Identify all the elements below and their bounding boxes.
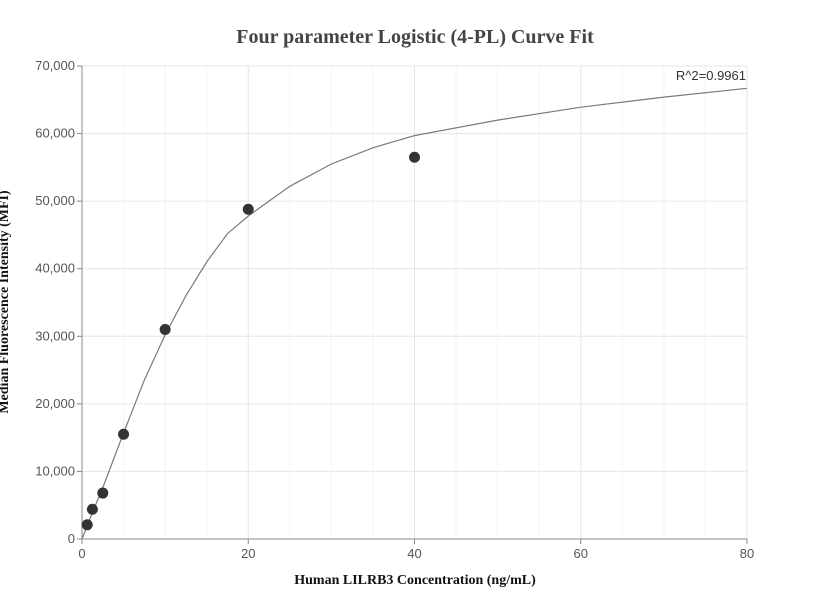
x-axis-title: Human LILRB3 Concentration (ng/mL) bbox=[294, 573, 536, 588]
chart-title: Four parameter Logistic (4-PL) Curve Fit bbox=[236, 26, 594, 48]
y-tick-label: 60,000 bbox=[35, 126, 75, 141]
y-axis-title: Median Fluorescence Intensity (MFI) bbox=[0, 190, 12, 414]
y-tick-label: 30,000 bbox=[35, 328, 75, 343]
y-tick-label: 20,000 bbox=[35, 396, 75, 411]
data-point bbox=[86, 503, 98, 515]
x-tick-label: 80 bbox=[740, 546, 754, 561]
y-tick-label: 40,000 bbox=[35, 261, 75, 276]
tick-labels: 0 20 40 60 80 0 10,000 20,000 30,000 40,000 50,000… bbox=[35, 58, 754, 561]
data-point bbox=[81, 519, 93, 531]
data-point bbox=[97, 487, 109, 499]
r-squared-annotation: R^2=0.9961 bbox=[676, 68, 746, 83]
y-tick-label: 70,000 bbox=[35, 58, 75, 73]
data-point bbox=[242, 203, 254, 215]
y-tick-label: 0 bbox=[68, 531, 75, 546]
fit-curve-line bbox=[81, 87, 748, 540]
x-tick-label: 40 bbox=[407, 546, 421, 561]
x-tick-label: 20 bbox=[241, 546, 255, 561]
y-tick-label: 10,000 bbox=[35, 463, 75, 478]
axes bbox=[77, 65, 748, 544]
data-points bbox=[81, 151, 420, 531]
x-tick-label: 60 bbox=[574, 546, 588, 561]
data-point bbox=[159, 324, 171, 336]
data-point bbox=[409, 151, 420, 163]
data-point bbox=[118, 428, 130, 440]
x-tick-label: 0 bbox=[78, 546, 85, 561]
y-tick-label: 50,000 bbox=[35, 193, 75, 208]
grid-lines bbox=[82, 65, 748, 539]
